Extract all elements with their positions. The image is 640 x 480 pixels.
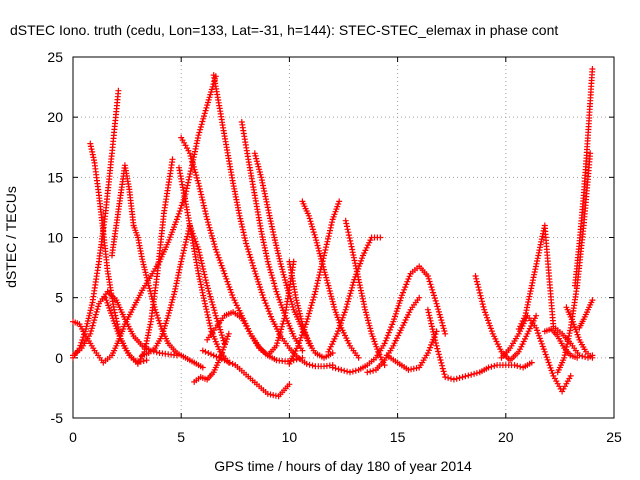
series-31-markers: [572, 66, 596, 289]
series-0-markers: [70, 73, 219, 366]
series-24-markers: [424, 306, 535, 383]
series-21: [329, 263, 449, 376]
series-26-markers: [498, 312, 574, 395]
series-18-markers: [286, 198, 343, 367]
grid-lines: [73, 57, 614, 418]
series-3: [70, 288, 180, 359]
series-22: [364, 294, 423, 376]
x-tick-label: 0: [69, 429, 77, 445]
series-13: [199, 347, 293, 400]
series-26: [498, 312, 574, 395]
series-18: [286, 198, 343, 367]
series-20: [325, 234, 384, 355]
series-16-markers: [286, 258, 336, 361]
series-8-markers: [176, 164, 232, 366]
series-10: [191, 330, 232, 385]
series-14: [238, 119, 306, 354]
x-tick-label: 10: [282, 429, 298, 445]
series-11-markers: [210, 72, 336, 370]
x-tick-label: 15: [390, 429, 406, 445]
series-27-markers: [515, 222, 596, 361]
series-21-markers: [329, 263, 449, 376]
series-6-markers: [102, 156, 176, 367]
series-23: [383, 328, 440, 373]
x-axis-label: GPS time / hours of day 180 of year 2014: [214, 458, 472, 474]
plot-frame: [72, 56, 615, 419]
series-16: [286, 258, 336, 361]
y-tick-label: 0: [55, 350, 63, 366]
y-tick-label: 15: [47, 169, 63, 185]
series-20-markers: [325, 234, 384, 355]
y-tick-label: 10: [47, 230, 63, 246]
series-28: [541, 326, 581, 361]
series-6: [102, 156, 176, 367]
series-10-markers: [191, 330, 232, 385]
series-3-markers: [70, 288, 180, 359]
series-4: [109, 162, 137, 259]
series-11: [210, 72, 336, 370]
y-tick-label: 25: [47, 49, 63, 65]
series-24: [424, 306, 535, 383]
series-32: [576, 297, 596, 331]
series-32-markers: [576, 297, 596, 331]
chart-title: dSTEC Iono. truth (cedu, Lon=133, Lat=-3…: [10, 22, 558, 38]
series-0: [70, 73, 219, 366]
y-axis-label: dSTEC / TECUs: [3, 186, 19, 288]
series-14-markers: [238, 119, 306, 354]
y-tick-label: -5: [51, 410, 64, 426]
series-31: [572, 66, 596, 289]
series-8: [176, 164, 232, 366]
x-tick-label: 5: [177, 429, 185, 445]
y-tick-label: 5: [55, 290, 63, 306]
x-tick-label: 25: [606, 429, 622, 445]
series-28-markers: [541, 326, 581, 361]
series-27: [515, 222, 596, 361]
series-22-markers: [364, 294, 423, 376]
axis-ticks: 0 5 10 15 20 25 -5 0 5 10 15 20 25: [47, 49, 622, 445]
data-marks: [70, 66, 596, 400]
series-4-markers: [109, 162, 137, 259]
series-23-markers: [383, 328, 440, 373]
series-13-markers: [199, 347, 293, 400]
y-tick-label: 20: [47, 109, 63, 125]
x-tick-label: 20: [498, 429, 514, 445]
